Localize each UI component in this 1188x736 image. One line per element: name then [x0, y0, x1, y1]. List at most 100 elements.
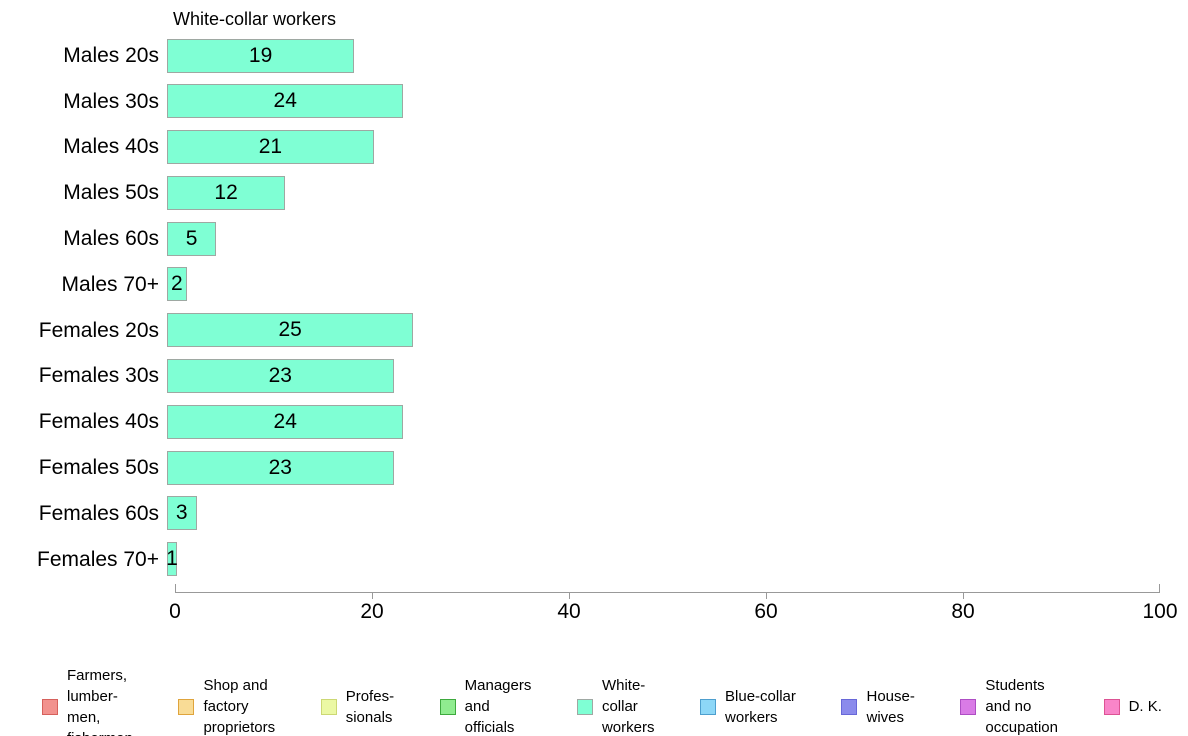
x-axis: 0 20 40 60 80 100	[169, 583, 1178, 637]
category-label: Males 20s	[63, 43, 159, 67]
legend-swatch-icon	[178, 698, 195, 715]
legend-swatch-icon	[1103, 698, 1120, 715]
bar-white-collar: 23	[167, 359, 394, 394]
x-axis-tick	[1159, 583, 1160, 593]
bar-value-label: 5	[185, 226, 198, 250]
bar-value-label: 23	[268, 364, 292, 388]
legend-item: Shop and factory proprietors	[178, 675, 275, 736]
category-label: Males 30s	[63, 89, 159, 113]
legend-swatch-icon	[841, 698, 858, 715]
x-axis-tick-label: 20	[360, 599, 384, 623]
x-axis-tick-label: 0	[169, 599, 181, 623]
legend-item-label: D. K.	[1128, 698, 1162, 716]
x-axis-tick	[175, 583, 176, 593]
bar-row: Males 20s 19	[0, 33, 1160, 79]
x-axis-tick	[569, 592, 570, 599]
legend-swatch-icon	[960, 698, 977, 715]
category-label: Females 30s	[38, 364, 159, 388]
category-label: Males 50s	[63, 181, 159, 205]
bar-row: Males 50s 12	[0, 170, 1160, 216]
bar-row: Males 30s 24	[0, 79, 1160, 125]
category-label: Females 20s	[38, 318, 159, 342]
bar-track: 19	[167, 33, 1152, 79]
bar-value-label: 25	[278, 318, 302, 342]
bar-row: Males 60s 5	[0, 216, 1160, 262]
bar-track: 25	[167, 308, 1152, 354]
legend-item-label: Managers and officials	[464, 677, 532, 736]
bar-white-collar: 24	[167, 84, 404, 119]
legend-item: Managers and officials	[439, 675, 532, 736]
category-label: Females 70+	[37, 547, 159, 571]
legend-swatch-icon	[42, 698, 58, 715]
legend-item: Farmers, lumber- men, fishermen	[42, 665, 133, 736]
bar-value-label: 1	[166, 547, 178, 571]
bar-value-label: 21	[258, 135, 283, 159]
bar-white-collar: 21	[167, 130, 374, 165]
category-label: Males 40s	[63, 135, 159, 159]
bar-track: 21	[167, 125, 1152, 171]
chart-title: White-collar workers	[173, 9, 337, 29]
legend-item-label: Profes- sionals	[345, 687, 395, 726]
x-axis-tick	[963, 592, 964, 599]
bar-track: 5	[167, 216, 1152, 262]
category-label: Females 60s	[38, 501, 159, 525]
x-axis-tick	[372, 592, 373, 599]
legend-swatch-icon	[439, 698, 456, 715]
bar-white-collar: 3	[167, 496, 197, 531]
legend-item-label: Students and no occupation	[985, 677, 1058, 736]
legend-item-label: Shop and factory proprietors	[203, 677, 276, 736]
bar-track: 2	[167, 262, 1152, 308]
bar-value-label: 19	[248, 43, 273, 67]
bar-rows: Males 20s 19 Males 30s 24 Males 40s 21 Males 5…	[0, 33, 1160, 583]
bar-value-label: 24	[273, 89, 297, 113]
bar-white-collar: 12	[167, 175, 286, 210]
bar-track: 23	[167, 445, 1152, 491]
bar-row: Females 40s 24	[0, 399, 1160, 445]
legend: Farmers, lumber- men, fishermen Shop and …	[0, 659, 1188, 736]
bar-value-label: 3	[175, 501, 188, 525]
bar-row: Females 50s 23	[0, 445, 1160, 491]
bar-row: Females 70+ 1	[0, 537, 1160, 583]
bar-white-collar: 19	[167, 38, 355, 73]
legend-item-label: House- wives	[866, 687, 915, 726]
x-axis-tick-label: 60	[754, 599, 778, 623]
legend-swatch-icon	[700, 698, 717, 715]
bar-value-label: 2	[171, 272, 183, 296]
legend-item-label: Blue-collar workers	[725, 687, 796, 726]
legend-item-label: Farmers, lumber- men, fishermen	[67, 666, 133, 736]
bar-row: Females 30s 23	[0, 354, 1160, 400]
bar-white-collar: 2	[167, 267, 187, 302]
legend-item: Profes- sionals	[320, 686, 395, 728]
bar-row: Males 40s 21	[0, 125, 1160, 171]
legend-item: House- wives	[841, 686, 915, 728]
bar-row: Females 20s 25	[0, 308, 1160, 354]
legend-item: White- collar workers	[576, 675, 655, 736]
category-label: Females 40s	[38, 410, 159, 434]
bar-white-collar: 23	[167, 450, 394, 485]
x-axis-tick-label: 100	[1142, 599, 1178, 623]
bar-track: 24	[167, 79, 1152, 125]
bar-white-collar: 24	[167, 404, 404, 439]
bar-white-collar: 5	[167, 221, 217, 256]
bar-track: 24	[167, 399, 1152, 445]
legend-swatch-icon	[320, 698, 337, 715]
legend-item-label: White- collar workers	[601, 677, 655, 736]
bar-white-collar: 25	[167, 313, 414, 348]
bar-track: 3	[167, 491, 1152, 537]
bar-track: 1	[166, 537, 1152, 583]
category-label: Males 60s	[63, 227, 159, 251]
x-axis-tick	[766, 592, 767, 599]
bar-value-label: 23	[268, 455, 292, 479]
legend-item: Students and no occupation	[960, 675, 1058, 736]
x-axis-tick-label: 40	[557, 599, 581, 623]
bar-value-label: 12	[214, 180, 238, 204]
category-label: Females 50s	[38, 456, 159, 480]
legend-item: D. K.	[1103, 696, 1162, 717]
category-label: Males 70+	[61, 272, 159, 296]
x-axis-tick-label: 80	[951, 599, 975, 623]
bar-row: Males 70+ 2	[0, 262, 1160, 308]
bar-row: Females 60s 3	[0, 491, 1160, 537]
legend-item: Blue-collar workers	[700, 686, 796, 728]
bar-track: 23	[167, 354, 1152, 400]
